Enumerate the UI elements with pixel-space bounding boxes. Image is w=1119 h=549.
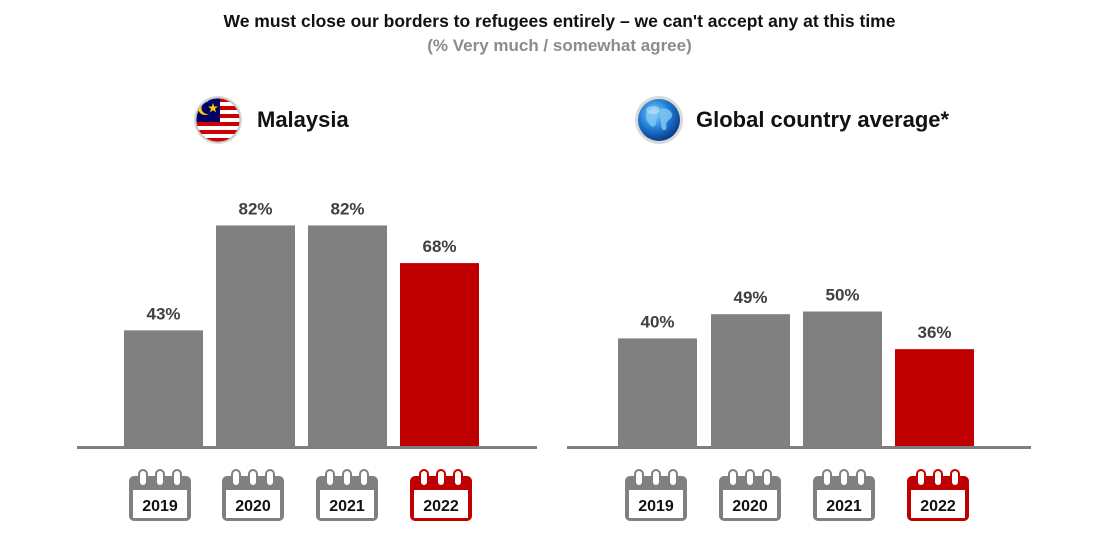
globe-icon	[635, 96, 683, 144]
data-label: 36%	[917, 323, 951, 342]
bar	[803, 311, 882, 446]
category-label: 2022	[423, 498, 459, 515]
calendar-icon: 2019	[625, 469, 687, 521]
bar	[618, 338, 697, 446]
data-label: 50%	[825, 286, 859, 305]
bar	[400, 263, 479, 446]
data-label: 68%	[422, 237, 456, 256]
chart-subtitle: (% Very much / somewhat agree)	[427, 36, 692, 55]
panel-title-malaysia: Malaysia	[257, 107, 349, 132]
calendar-icon: 2022	[907, 469, 969, 521]
category-label: 2020	[235, 498, 271, 515]
calendar-icon: 2020	[222, 469, 284, 521]
panel-title-global: Global country average*	[696, 107, 950, 132]
category-label: 2019	[142, 498, 178, 515]
data-label: 82%	[238, 199, 272, 218]
category-label: 2021	[826, 498, 862, 515]
bar	[124, 330, 203, 446]
category-label: 2019	[638, 498, 674, 515]
calendar-icon: 2022	[410, 469, 472, 521]
data-label: 49%	[733, 288, 767, 307]
calendar-icon: 2021	[316, 469, 378, 521]
malaysia-flag-icon	[194, 96, 242, 144]
chart-title: We must close our borders to refugees en…	[223, 11, 896, 31]
calendar-icon: 2019	[129, 469, 191, 521]
calendar-icon: 2020	[719, 469, 781, 521]
bar	[711, 314, 790, 446]
category-label: 2020	[732, 498, 768, 515]
data-label: 82%	[330, 199, 364, 218]
data-label: 43%	[146, 304, 180, 323]
category-label: 2022	[920, 498, 956, 515]
bar	[308, 225, 387, 446]
bar	[895, 349, 974, 446]
bar	[216, 225, 295, 446]
calendar-icon: 2021	[813, 469, 875, 521]
data-label: 40%	[640, 312, 674, 331]
category-label: 2021	[329, 498, 365, 515]
